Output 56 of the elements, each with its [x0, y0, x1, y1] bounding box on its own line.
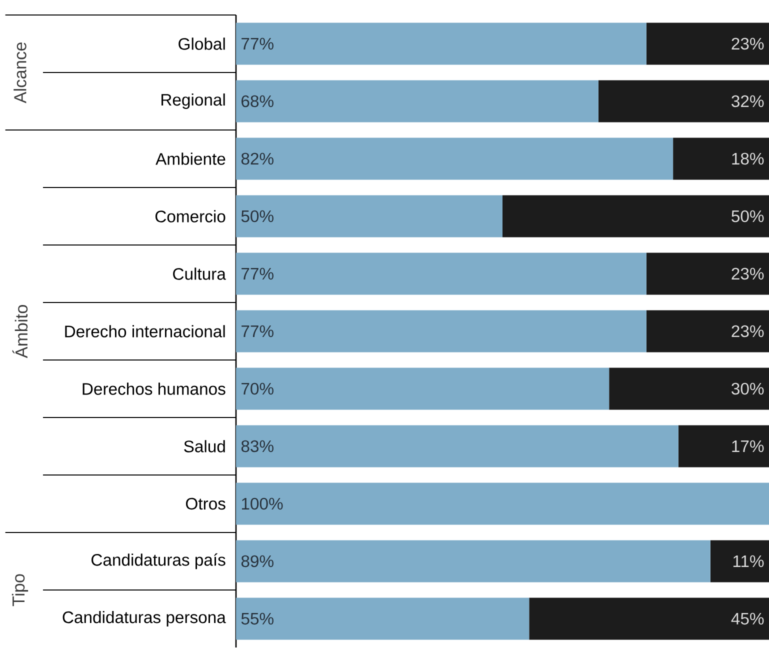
bar [236, 252, 646, 295]
bar [236, 368, 610, 410]
bar [236, 138, 674, 180]
y-tick-label: Otros [186, 498, 226, 510]
bar [502, 195, 769, 238]
data-label: 83% [241, 440, 274, 452]
y-tick-label: Derecho internacional [65, 325, 225, 338]
data-label: 55% [241, 612, 274, 625]
data-label: 50% [241, 210, 274, 222]
data-label: 23% [732, 268, 764, 280]
y-tick-label: Cultura [173, 268, 226, 280]
y-tick-label: Ambiente [156, 152, 226, 165]
bar [236, 195, 502, 238]
data-label: 70% [242, 382, 274, 395]
bar [710, 540, 769, 582]
y-tick-label: Derechos humanos [82, 382, 226, 395]
data-label: 68% [242, 95, 274, 108]
bar [236, 310, 646, 352]
bar [646, 22, 769, 65]
bar [236, 598, 530, 640]
bar [236, 22, 646, 65]
y-tick-label: Comercio [155, 210, 226, 222]
data-label: 89% [241, 555, 274, 568]
y-tick-label: Global [178, 38, 225, 50]
data-label: 77% [242, 38, 274, 50]
y-tick-label: Salud [184, 440, 225, 452]
text: Alcance [14, 42, 26, 104]
data-label: 11% [733, 555, 764, 568]
data-label: 32% [732, 95, 764, 108]
data-label: 100% [242, 498, 283, 510]
bar [673, 138, 769, 180]
data-label: 50% [732, 210, 764, 222]
data-label: 23% [732, 325, 764, 338]
data-label: 77% [242, 268, 274, 280]
text: Ámbito [12, 305, 28, 358]
bar [236, 482, 769, 525]
bar [236, 540, 710, 582]
bar [529, 598, 769, 640]
bar [646, 310, 769, 352]
bar [609, 368, 769, 410]
text: Tipo [12, 574, 28, 606]
y-tick-label: Candidaturas persona [62, 610, 226, 627]
y-tick-label: Candidaturas país [92, 553, 226, 570]
data-label: 77% [242, 325, 274, 338]
y-tick-label: Regional [162, 93, 225, 110]
bar [646, 252, 769, 295]
bar [598, 80, 769, 122]
bar [236, 425, 678, 468]
bar [236, 80, 598, 122]
data-label: 45% [731, 612, 764, 625]
data-label: 23% [732, 38, 764, 50]
data-label: 18% [732, 152, 764, 165]
data-label: 17% [732, 440, 764, 452]
data-label: 82% [241, 152, 274, 165]
data-label: 30% [732, 382, 764, 395]
bar [678, 425, 769, 468]
